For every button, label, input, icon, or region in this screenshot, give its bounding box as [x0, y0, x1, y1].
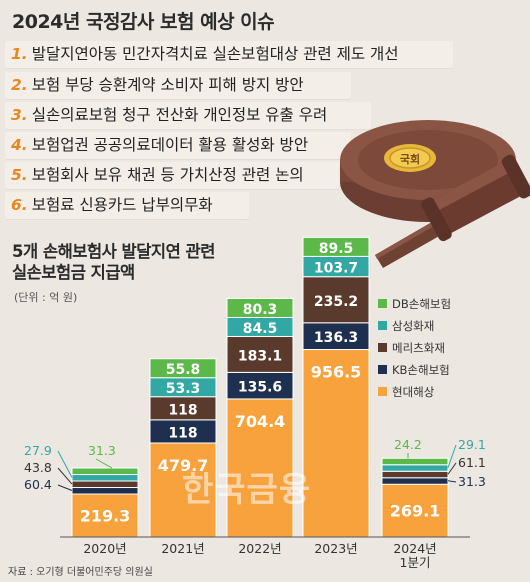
issue-item-4: 4. 보험업권 공공의료데이터 활용 활성화 방안	[5, 132, 351, 159]
bar-value-label: 956.5	[311, 363, 362, 382]
issue-text: 보험업권 공공의료데이터 활용 활성화 방안	[31, 136, 309, 154]
watermark: 한국금융	[182, 470, 312, 510]
issue-item-1: 1. 발달지연아동 민간자격치료 실손보험대상 관련 제도 개선	[5, 41, 453, 68]
legend-item-hyundai: 현대해상	[378, 384, 434, 400]
bar-segment-4-3	[381, 464, 449, 472]
callout-label: 43.8	[24, 460, 52, 475]
bar-segment-0-0	[71, 493, 139, 538]
bar-segment-3-1	[302, 322, 370, 351]
x-tick-label: 2024년	[393, 541, 436, 556]
x-tick-label: 2020년	[83, 541, 126, 556]
legend-item-db: DB손해보험	[378, 296, 451, 312]
issue-text: 보험회사 보유 채권 등 가치산정 관련 논의	[31, 166, 304, 184]
bar-value-label: 89.5	[319, 241, 354, 257]
bar-value-label: 103.7	[314, 261, 358, 277]
callout-line	[57, 484, 73, 491]
issue-text: 발달지연아동 민간자격치료 실손보험대상 관련 제도 개선	[31, 45, 399, 63]
source-note: 자료 : 오기형 더불어민주당 의원실	[8, 567, 153, 578]
bar-segment-4-4	[381, 457, 449, 466]
bar-value-label: 269.1	[390, 502, 441, 521]
chart-title-line1: 5개 손해보험사 발달지연 관련	[12, 242, 215, 261]
issue-item-2: 2. 보험 부당 승환계약 소비자 피해 방지 방안	[5, 72, 351, 99]
bar-segment-4-2	[381, 470, 449, 479]
x-tick-label: 1분기	[400, 555, 431, 570]
x-tick-label: 2023년	[314, 541, 357, 556]
issue-text: 실손의료보험 청구 전산화 개인정보 유출 우려	[31, 106, 328, 124]
issue-number: 3.	[11, 106, 28, 124]
issue-number: 1.	[11, 45, 28, 63]
bar-segment-0-3	[71, 474, 139, 482]
legend-label: 삼성화재	[392, 319, 435, 333]
bar-segment-3-4	[302, 236, 370, 257]
bar-value-label: 118	[168, 425, 197, 441]
legend-swatch	[378, 321, 387, 330]
issue-item-6: 6. 보험료 신용카드 납부의무화	[5, 192, 249, 219]
bar-value-label: 219.3	[80, 507, 131, 526]
legend-swatch	[378, 343, 387, 352]
issue-number: 5.	[11, 166, 28, 184]
bar-value-label: 183.1	[238, 348, 282, 364]
issue-number: 2.	[11, 76, 28, 94]
bar-value-label: 118	[168, 402, 197, 418]
legend-label: DB손해보험	[392, 297, 452, 311]
bar-value-label: 704.4	[235, 412, 286, 431]
bar-segment-1-0	[149, 442, 217, 538]
issue-item-5: 5. 보험회사 보유 채권 등 가치산정 관련 논의	[5, 162, 339, 189]
legend-label: 메리츠화재	[392, 341, 445, 355]
legend-label: KB손해보험	[392, 363, 450, 377]
bar-segment-2-4	[226, 297, 294, 318]
callout-label: 31.3	[88, 443, 116, 458]
emblem-label: 국회	[400, 152, 420, 166]
bar-segment-4-0	[381, 483, 449, 538]
issue-text: 보험 부당 승환계약 소비자 피해 방지 방안	[31, 76, 304, 94]
legend-item-kb: KB손해보험	[378, 362, 450, 378]
bar-value-label: 136.3	[314, 330, 358, 346]
x-tick-label: 2022년	[238, 541, 281, 556]
bar-value-label: 84.5	[243, 321, 278, 337]
callout-label: 24.2	[394, 437, 422, 452]
callout-line	[447, 444, 457, 468]
bar-segment-1-4	[149, 358, 217, 379]
callout-label: 61.1	[458, 455, 486, 470]
bar-value-label: 55.8	[166, 362, 201, 378]
legend-swatch	[378, 365, 387, 374]
x-tick-label: 2021년	[161, 541, 204, 556]
bar-value-label: 235.2	[314, 294, 358, 310]
bar-value-label: 479.7	[158, 456, 209, 475]
callout-label: 27.9	[24, 443, 52, 458]
legend-item-meritz: 메리츠화재	[378, 340, 445, 356]
issue-item-3: 3. 실손의료보험 청구 전산화 개인정보 유출 우려	[5, 102, 371, 129]
callout-line	[447, 462, 457, 475]
callout-label: 29.1	[458, 437, 486, 452]
bar-value-label: 53.3	[166, 381, 201, 397]
bar-segment-0-1	[71, 487, 139, 495]
bar-segment-0-4	[71, 467, 139, 476]
bar-value-label: 80.3	[243, 302, 278, 318]
chart-unit: (단위 : 억 원)	[14, 291, 78, 304]
callout-line	[447, 480, 457, 483]
page-title: 2024년 국정감사 보험 예상 이슈	[12, 11, 275, 33]
issue-number: 6.	[11, 196, 28, 214]
callout-line	[57, 450, 73, 478]
bar-value-label: 135.6	[238, 380, 282, 396]
issue-text: 보험료 신용카드 납부의무화	[31, 196, 213, 214]
callout-label: 31.3	[458, 474, 486, 489]
callout-label: 60.4	[24, 477, 52, 492]
issue-number: 4.	[11, 136, 28, 154]
chart-title-line2: 실손보험금 지급액	[12, 263, 135, 282]
callout-line	[95, 458, 113, 469]
bar-segment-0-2	[71, 480, 139, 489]
bar-segment-4-1	[381, 477, 449, 485]
legend-swatch	[378, 387, 387, 396]
legend-swatch	[378, 299, 387, 308]
legend-item-samsung: 삼성화재	[378, 318, 434, 334]
legend-label: 현대해상	[392, 385, 435, 399]
callout-line	[57, 467, 73, 485]
bar-segment-2-2	[226, 335, 294, 373]
